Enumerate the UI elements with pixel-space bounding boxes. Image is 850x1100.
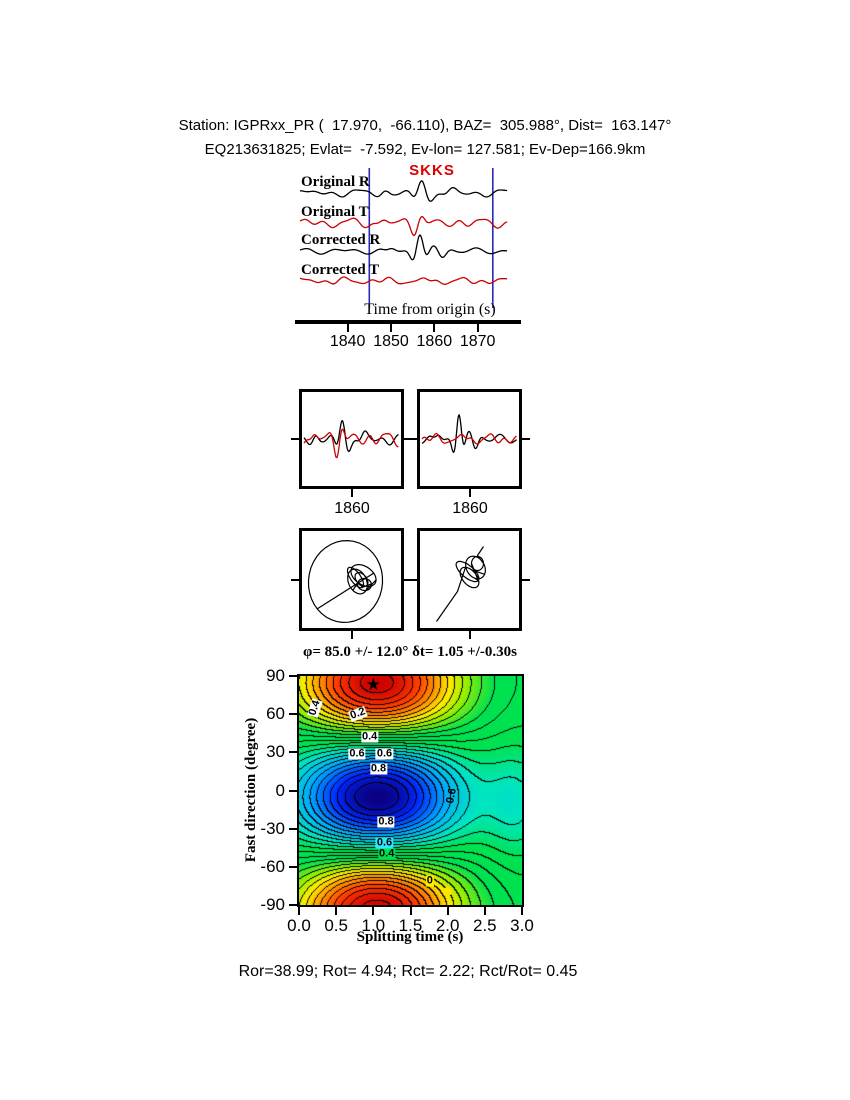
trace-path-1 bbox=[299, 215, 508, 237]
trace-label-corrected-r: Corrected R bbox=[301, 232, 381, 248]
time-axis-tick-label: 1860 bbox=[416, 333, 453, 350]
contour-label: 0.8 bbox=[377, 815, 395, 828]
panel-tick bbox=[291, 438, 299, 440]
zoom-trace-path bbox=[421, 432, 517, 445]
contour-label: 0.6 bbox=[375, 747, 394, 760]
time-tick bbox=[372, 907, 375, 915]
particle-motion-path bbox=[436, 546, 486, 622]
secondary-solution-dot-icon bbox=[443, 886, 453, 896]
contour-label: 0.4 bbox=[378, 847, 396, 860]
contour-label: 0 bbox=[425, 874, 434, 887]
zoom-original-plot bbox=[303, 420, 399, 459]
time-tick bbox=[298, 907, 300, 915]
panel-tick bbox=[291, 578, 299, 581]
panel-tick bbox=[522, 438, 530, 440]
splitting-time-axis-label: Splitting time (s) bbox=[356, 929, 464, 945]
time-tick-label: 2.0 bbox=[435, 916, 460, 935]
zoom-corrected-xtick-label: 1860 bbox=[452, 500, 488, 517]
time-axis-tick bbox=[433, 324, 436, 332]
station-info-line: Station: IGPRxx_PR ( 17.970, -66.110), B… bbox=[178, 117, 672, 134]
particle-motion-original-panel bbox=[299, 528, 404, 631]
panel-tick bbox=[522, 578, 530, 581]
panel-tick bbox=[350, 489, 353, 497]
phi-tick-label: 90 bbox=[266, 666, 285, 685]
time-tick-label: 0.0 bbox=[287, 916, 311, 935]
zoom-trace-path bbox=[303, 420, 399, 453]
time-axis-tick bbox=[346, 324, 349, 332]
phi-tick-label: -60 bbox=[260, 856, 285, 876]
trace-path-2 bbox=[299, 234, 508, 261]
zoom-original-xtick-label: 1860 bbox=[334, 500, 370, 517]
panel-tick bbox=[409, 578, 417, 581]
event-info-line: EQ213631825; Evlat= -7.592, Ev-lon= 127.… bbox=[204, 141, 646, 158]
contour-label: 0.4 bbox=[360, 730, 379, 743]
time-tick-label: 3.0 bbox=[510, 916, 534, 935]
time-tick-label: 1.5 bbox=[398, 916, 423, 935]
panel-tick bbox=[404, 438, 412, 440]
particle-motion-corrected-plot bbox=[436, 546, 486, 622]
contour-label: 0.6 bbox=[348, 747, 366, 760]
panel-tick bbox=[350, 631, 353, 639]
contour-frame bbox=[297, 674, 524, 907]
phi-tick bbox=[289, 827, 297, 830]
time-axis-tick-label: 1850 bbox=[373, 333, 409, 350]
panel-tick bbox=[468, 631, 471, 639]
contour-label: 0.6 bbox=[375, 836, 394, 849]
time-tick-label: 0.5 bbox=[324, 916, 348, 935]
phi-tick bbox=[289, 904, 297, 906]
waveform-traces-plot bbox=[299, 168, 508, 308]
phi-tick bbox=[289, 713, 297, 716]
splitting-result-title: φ= 85.0 +/- 12.0° δt= 1.05 +/-0.30s bbox=[303, 644, 517, 660]
phi-tick bbox=[289, 789, 297, 792]
particle-motion-corrected-panel bbox=[417, 528, 522, 631]
time-tick bbox=[409, 907, 412, 915]
phi-tick bbox=[289, 865, 297, 868]
zoom-corrected-plot bbox=[421, 413, 517, 453]
phi-tick bbox=[289, 675, 297, 677]
misfit-contour-map bbox=[299, 676, 522, 905]
phi-tick-label: 30 bbox=[266, 742, 285, 762]
particle-motion-original-plot bbox=[307, 539, 384, 624]
trace-path-3 bbox=[299, 276, 508, 285]
trace-path-0 bbox=[300, 180, 508, 202]
phi-tick bbox=[289, 751, 297, 754]
phi-tick-label: 0 bbox=[275, 780, 285, 800]
phi-tick-label: -90 bbox=[260, 895, 285, 914]
fast-direction-axis-label: Fast direction (degree) bbox=[243, 717, 259, 863]
contour-label: 0.8 bbox=[369, 762, 388, 775]
trace-label-original-r: Original R bbox=[301, 174, 370, 190]
phi-tick-label: -30 bbox=[260, 818, 285, 838]
best-solution-star-icon: ★ bbox=[365, 675, 381, 695]
trace-label-corrected-t: Corrected T bbox=[301, 262, 380, 278]
time-tick-label: 2.5 bbox=[473, 916, 497, 935]
zoom-panel-original bbox=[299, 389, 404, 489]
phi-tick-label: 60 bbox=[266, 704, 285, 724]
zoom-trace-path bbox=[303, 428, 399, 459]
time-tick bbox=[483, 907, 486, 915]
phase-label: SKKS bbox=[409, 162, 455, 179]
time-axis-tick-label: 1870 bbox=[459, 333, 496, 350]
particle-motion-path bbox=[307, 539, 384, 624]
time-axis-line bbox=[295, 320, 521, 324]
zoom-panel-corrected bbox=[417, 389, 522, 489]
time-axis-tick-label: 1840 bbox=[329, 333, 366, 350]
time-tick bbox=[446, 907, 449, 915]
time-tick bbox=[521, 907, 523, 915]
panel-tick bbox=[404, 578, 412, 581]
time-tick-label: 1.0 bbox=[361, 916, 386, 935]
trace-label-original-t: Original T bbox=[301, 204, 369, 220]
time-tick bbox=[335, 907, 338, 915]
time-axis-tick bbox=[476, 324, 479, 332]
time-axis-label: Time from origin (s) bbox=[364, 301, 496, 318]
time-axis-tick bbox=[389, 324, 392, 332]
quality-stats-line: Ror=38.99; Rot= 4.94; Rct= 2.22; Rct/Rot… bbox=[238, 963, 578, 980]
panel-tick bbox=[409, 438, 417, 440]
panel-tick bbox=[468, 489, 471, 497]
